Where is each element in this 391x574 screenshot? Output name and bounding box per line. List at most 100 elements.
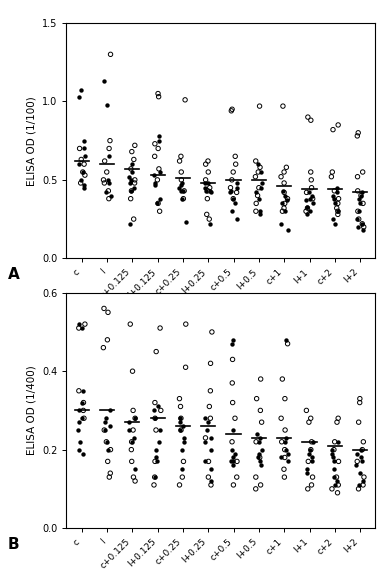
Point: [76, 445, 82, 454]
Point: [359, 445, 366, 454]
Point: [357, 398, 363, 407]
Point: [104, 437, 110, 447]
Point: [108, 445, 114, 454]
Point: [253, 207, 259, 216]
Point: [129, 367, 136, 376]
Point: [355, 418, 362, 427]
Point: [130, 425, 136, 435]
Point: [355, 207, 361, 216]
Point: [257, 168, 264, 177]
Point: [281, 472, 287, 482]
Point: [231, 449, 238, 458]
Point: [132, 414, 138, 423]
Point: [334, 472, 340, 482]
Point: [306, 188, 312, 197]
Point: [107, 136, 113, 145]
Point: [127, 194, 134, 203]
Point: [335, 437, 341, 447]
Point: [105, 308, 111, 317]
Point: [204, 194, 210, 203]
Point: [205, 157, 211, 166]
Point: [305, 113, 311, 122]
Point: [202, 457, 208, 466]
Point: [304, 202, 310, 211]
Point: [101, 304, 107, 313]
Point: [334, 418, 340, 427]
Point: [129, 457, 135, 466]
Point: [82, 320, 88, 329]
Point: [228, 106, 235, 115]
Point: [303, 406, 310, 415]
Point: [278, 437, 285, 447]
Point: [155, 402, 161, 411]
Point: [156, 136, 162, 145]
Point: [155, 199, 161, 208]
Point: [104, 100, 111, 109]
Point: [205, 472, 212, 482]
Point: [157, 425, 163, 435]
Point: [234, 457, 240, 466]
Point: [329, 484, 335, 494]
Point: [256, 194, 263, 203]
Point: [127, 320, 133, 329]
Point: [129, 160, 135, 169]
Point: [76, 92, 82, 101]
Point: [335, 210, 341, 219]
Point: [232, 152, 239, 161]
Text: A: A: [8, 267, 20, 282]
Point: [258, 461, 264, 470]
Point: [79, 398, 85, 407]
Point: [360, 437, 366, 447]
Point: [151, 414, 158, 423]
Point: [281, 188, 287, 197]
Point: [232, 199, 238, 208]
Point: [106, 152, 113, 161]
Point: [281, 179, 287, 188]
Point: [82, 152, 88, 161]
Y-axis label: ELISA OD (1/400): ELISA OD (1/400): [27, 366, 36, 455]
Point: [331, 472, 337, 482]
Point: [256, 207, 263, 216]
Point: [131, 433, 138, 443]
Point: [228, 339, 235, 348]
Point: [281, 204, 287, 213]
Point: [256, 453, 263, 462]
Point: [80, 398, 86, 407]
Point: [206, 186, 213, 195]
Point: [282, 199, 288, 208]
Point: [131, 183, 137, 192]
Point: [178, 175, 185, 184]
Point: [152, 414, 158, 423]
Point: [152, 179, 158, 188]
Point: [354, 172, 361, 181]
Point: [77, 179, 84, 188]
Point: [308, 437, 315, 447]
Point: [234, 215, 240, 224]
Point: [355, 215, 362, 224]
Point: [329, 168, 335, 177]
Point: [78, 155, 84, 164]
Point: [206, 183, 213, 192]
Point: [179, 445, 185, 454]
Point: [258, 374, 264, 383]
Point: [203, 175, 209, 184]
Point: [157, 194, 163, 203]
Point: [202, 437, 208, 447]
Point: [308, 175, 314, 184]
Point: [131, 465, 138, 474]
Point: [81, 414, 87, 423]
Point: [360, 168, 366, 177]
Point: [208, 476, 214, 486]
Point: [278, 453, 285, 462]
Point: [359, 457, 365, 466]
Y-axis label: ELISA OD (1/100): ELISA OD (1/100): [27, 96, 36, 185]
Point: [256, 449, 262, 458]
Point: [230, 461, 237, 470]
Point: [82, 170, 88, 180]
Point: [108, 50, 114, 59]
Point: [283, 162, 289, 172]
Point: [76, 386, 82, 395]
Point: [308, 183, 315, 192]
Point: [253, 199, 259, 208]
Point: [178, 425, 184, 435]
